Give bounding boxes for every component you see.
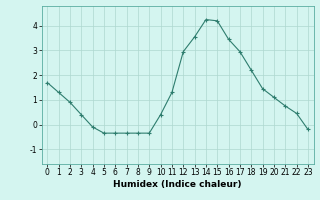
X-axis label: Humidex (Indice chaleur): Humidex (Indice chaleur)	[113, 180, 242, 189]
